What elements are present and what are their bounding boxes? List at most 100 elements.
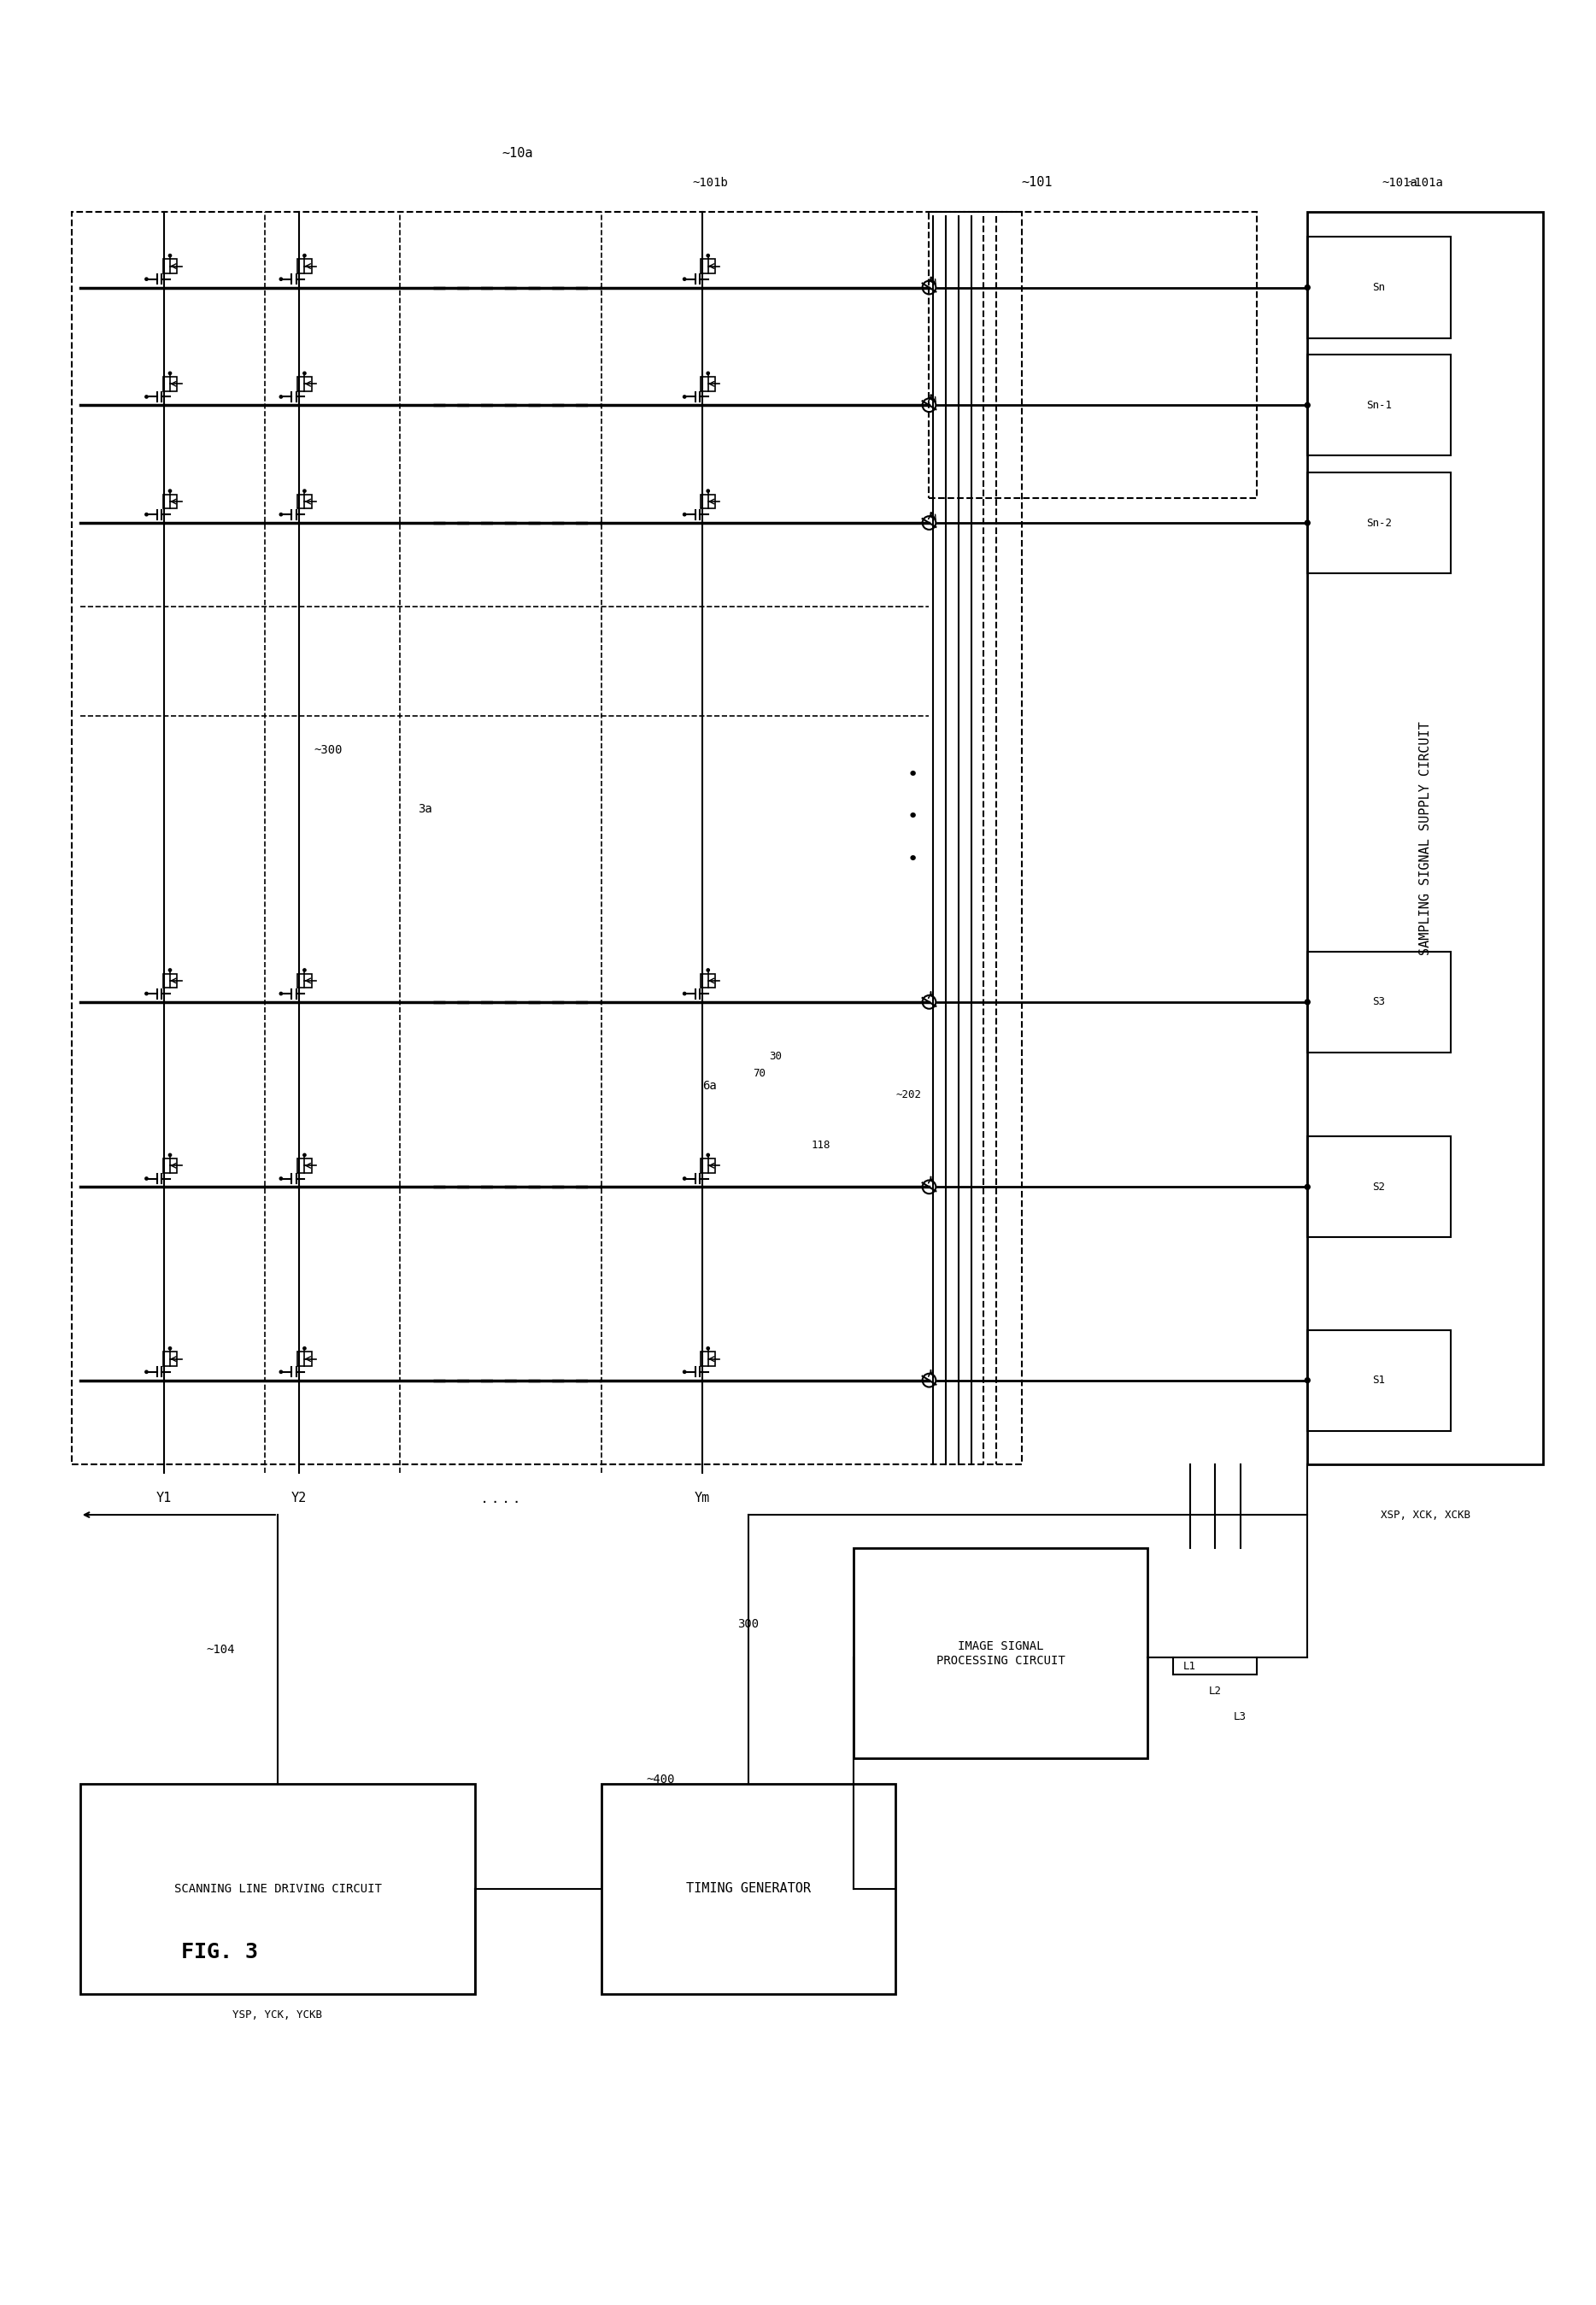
Bar	[80, 1784, 476, 1994]
Bar	[297, 496, 311, 509]
Circle shape	[1306, 521, 1310, 526]
Text: ~101: ~101	[1021, 175, 1053, 189]
Circle shape	[169, 968, 171, 970]
Circle shape	[1306, 403, 1310, 408]
Circle shape	[169, 1152, 171, 1157]
Text: L1: L1	[1183, 1660, 1195, 1671]
Circle shape	[707, 968, 710, 970]
Circle shape	[683, 991, 686, 996]
Text: 118: 118	[811, 1139, 830, 1150]
Circle shape	[683, 277, 686, 281]
Circle shape	[707, 489, 710, 493]
Text: •: •	[907, 809, 918, 825]
Circle shape	[683, 1178, 686, 1180]
Text: XSP, XCK, XCKB: XSP, XCK, XCKB	[1381, 1510, 1470, 1521]
Bar	[602, 1784, 895, 1994]
Bar	[297, 376, 311, 392]
Text: S2: S2	[1373, 1182, 1385, 1192]
Text: L2: L2	[1208, 1685, 1221, 1696]
Text: SAMPLING SIGNAL SUPPLY CIRCUIT: SAMPLING SIGNAL SUPPLY CIRCUIT	[1419, 721, 1432, 954]
Circle shape	[145, 991, 148, 996]
Bar	[701, 496, 715, 509]
Circle shape	[707, 254, 710, 256]
Bar	[929, 212, 1258, 498]
Bar	[163, 496, 177, 509]
Bar	[1307, 473, 1451, 574]
Circle shape	[145, 1371, 148, 1374]
Bar	[1307, 952, 1451, 1053]
Text: 30: 30	[769, 1051, 782, 1063]
Bar	[163, 258, 177, 274]
Circle shape	[1306, 1378, 1310, 1383]
Bar	[1307, 355, 1451, 456]
Text: 70: 70	[753, 1067, 766, 1079]
Circle shape	[145, 396, 148, 399]
Text: •: •	[907, 768, 918, 784]
Bar	[701, 258, 715, 274]
Bar	[297, 258, 311, 274]
Text: 300: 300	[737, 1618, 760, 1630]
Bar	[1307, 212, 1543, 1464]
Bar	[1307, 1330, 1451, 1431]
Text: ~104: ~104	[206, 1643, 235, 1655]
Text: S3: S3	[1373, 996, 1385, 1007]
Circle shape	[683, 514, 686, 516]
Bar	[163, 973, 177, 989]
Bar	[701, 376, 715, 392]
Text: SCANNING LINE DRIVING CIRCUIT: SCANNING LINE DRIVING CIRCUIT	[174, 1883, 381, 1895]
Bar	[163, 376, 177, 392]
Circle shape	[169, 371, 171, 376]
Bar	[163, 1159, 177, 1173]
Text: ~300: ~300	[314, 745, 343, 756]
Bar	[1307, 237, 1451, 339]
Bar	[297, 973, 311, 989]
Text: TIMING GENERATOR: TIMING GENERATOR	[686, 1883, 811, 1895]
Circle shape	[683, 396, 686, 399]
Text: Sn-1: Sn-1	[1366, 399, 1392, 410]
Bar	[701, 973, 715, 989]
Text: ~400: ~400	[646, 1773, 675, 1786]
Circle shape	[169, 1346, 171, 1351]
Text: L3: L3	[1234, 1710, 1246, 1722]
Circle shape	[303, 968, 306, 970]
Circle shape	[279, 514, 282, 516]
Circle shape	[303, 489, 306, 493]
Circle shape	[279, 277, 282, 281]
Bar	[163, 1353, 177, 1367]
Text: IMAGE SIGNAL
PROCESSING CIRCUIT: IMAGE SIGNAL PROCESSING CIRCUIT	[937, 1641, 1065, 1667]
Bar	[297, 1353, 311, 1367]
Bar	[854, 1549, 1148, 1759]
Circle shape	[145, 1178, 148, 1180]
Circle shape	[1306, 1000, 1310, 1005]
Circle shape	[279, 991, 282, 996]
Text: •: •	[907, 851, 918, 867]
Text: Sn-2: Sn-2	[1366, 516, 1392, 528]
Circle shape	[279, 1371, 282, 1374]
Bar	[701, 1159, 715, 1173]
Text: FIG. 3: FIG. 3	[180, 1941, 259, 1962]
Text: . . . .: . . . .	[482, 1489, 519, 1505]
Bar	[701, 1353, 715, 1367]
Text: ~10a: ~10a	[501, 148, 533, 159]
Text: 6a: 6a	[702, 1081, 717, 1093]
Text: Y1: Y1	[156, 1491, 172, 1505]
Circle shape	[683, 1371, 686, 1374]
Circle shape	[1306, 1185, 1310, 1189]
Circle shape	[279, 1178, 282, 1180]
Bar	[72, 212, 1021, 1464]
Text: Sn: Sn	[1373, 281, 1385, 293]
Circle shape	[1306, 286, 1310, 290]
Bar	[1307, 1136, 1451, 1238]
Text: Y2: Y2	[290, 1491, 306, 1505]
Circle shape	[303, 254, 306, 256]
Circle shape	[169, 489, 171, 493]
Circle shape	[145, 514, 148, 516]
Text: 3a: 3a	[418, 802, 433, 814]
Circle shape	[303, 371, 306, 376]
Bar	[297, 1159, 311, 1173]
Circle shape	[303, 1152, 306, 1157]
Circle shape	[145, 277, 148, 281]
Text: ~101b: ~101b	[693, 177, 728, 189]
Circle shape	[303, 1346, 306, 1351]
Text: YSP, YCK, YCKB: YSP, YCK, YCKB	[233, 2010, 322, 2021]
